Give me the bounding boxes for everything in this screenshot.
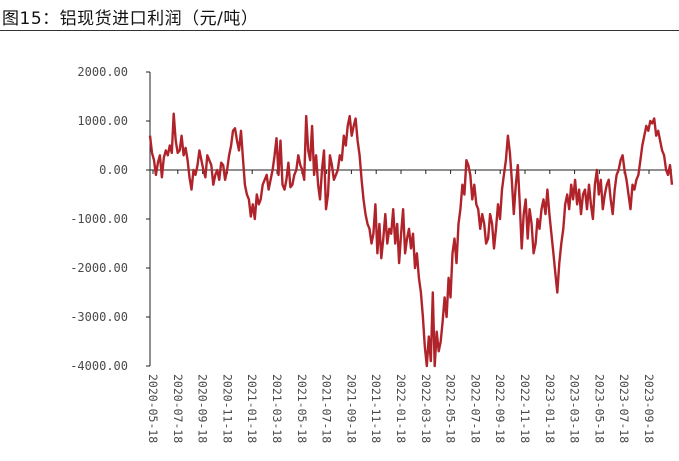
x-tick-label: 2021-05-18 xyxy=(295,374,309,443)
x-tick-label: 2022-07-18 xyxy=(468,374,482,443)
x-tick-label: 2020-09-18 xyxy=(196,374,210,443)
profit-series-line xyxy=(148,112,674,368)
x-tick-label: 2020-11-18 xyxy=(220,374,234,443)
zero-baseline xyxy=(150,169,672,174)
x-tick-label: 2023-07-18 xyxy=(617,374,631,443)
x-tick-label: 2021-11-18 xyxy=(369,374,383,443)
y-tick-label: 0.00 xyxy=(99,163,128,177)
x-tick-label: 2022-03-18 xyxy=(419,374,433,443)
y-axis: 2000.00 1000.00 0.00 -1000.00 -2000.00 -3000.… xyxy=(70,65,151,373)
x-tick-label: 2021-07-18 xyxy=(320,374,334,443)
y-tick-label: -2000.00 xyxy=(70,261,128,275)
x-tick-label: 2021-03-18 xyxy=(270,374,284,443)
y-tick-label: 2000.00 xyxy=(77,65,128,79)
x-tick-label: 2023-01-18 xyxy=(543,374,557,443)
x-tick-label: 2023-03-18 xyxy=(568,374,582,443)
x-tick-label: 2020-07-18 xyxy=(171,374,185,443)
y-tick-label: -3000.00 xyxy=(70,310,128,324)
x-axis: 2020-05-18 2020-07-18 2020-09-18 2020-11-18… xyxy=(146,374,656,443)
y-tick-label: 1000.00 xyxy=(77,114,128,128)
x-tick-label: 2023-05-18 xyxy=(592,374,606,443)
x-tick-label: 2023-09-18 xyxy=(642,374,656,443)
x-tick-label: 2022-11-18 xyxy=(518,374,532,443)
chart-title: 图15：铝现货进口利润（元/吨） xyxy=(2,9,259,29)
x-tick-label: 2021-09-18 xyxy=(344,374,358,443)
x-tick-label: 2022-09-18 xyxy=(493,374,507,443)
title-divider xyxy=(0,30,679,31)
y-tick-label: -4000.00 xyxy=(70,359,128,373)
x-tick-label: 2020-05-18 xyxy=(146,374,160,443)
x-tick-label: 2022-01-18 xyxy=(394,374,408,443)
x-tick-label: 2022-05-18 xyxy=(444,374,458,443)
y-tick-label: -1000.00 xyxy=(70,212,128,226)
x-tick-label: 2021-01-18 xyxy=(245,374,259,443)
